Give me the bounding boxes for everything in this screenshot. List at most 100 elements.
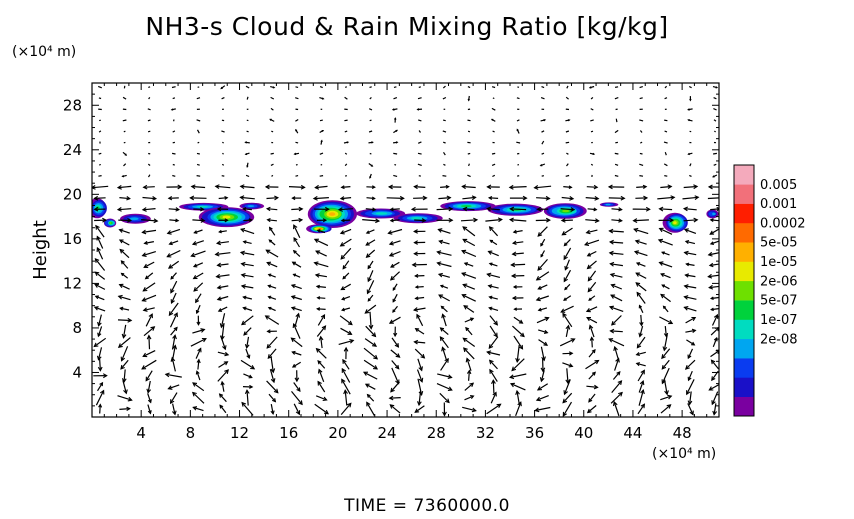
wind-arrow — [511, 325, 525, 338]
wind-arrow — [293, 152, 300, 156]
wind-arrow — [687, 348, 694, 360]
wind-arrow — [164, 372, 182, 378]
wind-arrow — [217, 306, 228, 312]
wind-arrow — [492, 130, 495, 133]
wind-arrow — [93, 373, 108, 379]
wind-arrow — [172, 174, 176, 177]
wind-arrow — [687, 152, 693, 156]
wind-arrow — [682, 206, 697, 212]
wind-arrow — [345, 86, 347, 89]
wind-arrow — [411, 262, 427, 268]
wind-arrow — [639, 175, 644, 177]
wind-arrow — [144, 272, 154, 280]
wind-arrow — [269, 369, 276, 384]
wind-arrow — [147, 130, 151, 133]
cloud-blob — [662, 212, 688, 233]
wind-arrow — [418, 86, 421, 88]
wind-arrow — [389, 218, 400, 223]
wind-arrow — [437, 228, 451, 234]
wind-arrow — [169, 312, 178, 328]
wind-arrow — [635, 362, 646, 367]
wind-arrow — [386, 195, 405, 201]
wind-arrow — [442, 175, 447, 177]
wind-arrow — [390, 349, 401, 358]
colorbar-swatch — [734, 280, 754, 301]
colorbar-swatch — [734, 184, 754, 204]
wind-arrow — [614, 129, 619, 134]
wind-arrow — [368, 141, 374, 144]
wind-arrow — [658, 206, 673, 212]
wind-arrow — [320, 139, 323, 145]
wind-arrow — [342, 260, 350, 270]
x-tick-label: 24 — [378, 424, 397, 442]
wind-arrow — [98, 163, 102, 166]
wind-arrow — [147, 163, 151, 166]
wind-arrow — [536, 316, 550, 324]
wind-arrow — [341, 367, 351, 383]
wind-arrow — [635, 351, 646, 357]
colorbar-label: 2e-08 — [760, 332, 798, 347]
colorbar-swatch — [734, 222, 754, 243]
wind-arrow — [143, 261, 155, 268]
wind-arrow — [684, 239, 696, 245]
x-tick-label: 40 — [574, 424, 593, 442]
wind-vector-field — [92, 85, 719, 417]
cloud-contour — [605, 203, 611, 206]
x-tick-label: 20 — [328, 424, 347, 442]
wind-arrow — [491, 163, 496, 166]
wind-arrow — [367, 270, 374, 283]
wind-arrow — [417, 378, 424, 397]
wind-arrow — [640, 141, 643, 144]
colorbar-swatch — [734, 338, 754, 359]
wind-arrow — [590, 96, 594, 100]
wind-arrow — [145, 313, 153, 327]
wind-arrow — [566, 152, 569, 155]
wind-arrow — [632, 218, 649, 223]
colorbar-swatch — [734, 396, 754, 417]
wind-arrow — [684, 273, 696, 278]
wind-arrow — [687, 391, 693, 406]
wind-arrow — [241, 401, 254, 416]
wind-arrow — [638, 388, 645, 406]
cloud-contour — [673, 221, 677, 225]
wind-arrow — [148, 97, 151, 100]
wind-arrow — [513, 335, 524, 350]
wind-arrow — [492, 174, 496, 178]
wind-arrow — [319, 97, 325, 100]
wind-arrow — [270, 163, 274, 166]
cloud-blob — [104, 218, 117, 228]
wind-arrow — [589, 336, 595, 348]
wind-arrow — [288, 184, 306, 190]
wind-arrow — [221, 163, 225, 166]
colorbar-frame — [733, 164, 755, 417]
wind-arrow — [488, 306, 499, 311]
wind-arrow — [195, 304, 201, 315]
wind-arrow — [535, 217, 551, 223]
wind-arrow — [537, 259, 548, 271]
wind-arrow — [146, 380, 152, 394]
wind-arrow — [485, 217, 503, 223]
wind-arrow — [367, 294, 374, 302]
wind-arrow — [246, 162, 249, 168]
wind-arrow — [190, 250, 206, 258]
wind-arrow — [664, 119, 668, 122]
wind-arrow — [142, 282, 156, 292]
wind-arrow — [117, 395, 133, 402]
wind-arrow — [584, 239, 600, 247]
wind-arrow — [292, 322, 301, 339]
wind-arrow — [639, 152, 643, 155]
wind-arrow — [587, 281, 597, 293]
wind-arrow — [197, 141, 200, 144]
wind-arrow — [512, 229, 523, 234]
wind-arrow — [540, 346, 546, 362]
wind-arrow — [267, 306, 276, 312]
wind-arrow — [535, 271, 550, 281]
wind-arrow — [316, 296, 326, 300]
wind-arrow — [686, 339, 696, 346]
wind-arrow — [492, 97, 495, 100]
wind-arrow — [338, 338, 355, 345]
wind-arrow — [441, 346, 447, 360]
wind-arrow — [712, 174, 718, 178]
wind-arrow — [218, 218, 229, 223]
wind-arrow — [268, 393, 277, 403]
